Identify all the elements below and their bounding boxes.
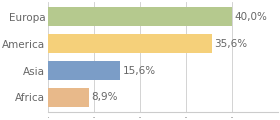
Bar (48, 88, 89, 107)
Text: 40,0%: 40,0% (235, 12, 268, 22)
Text: 8,9%: 8,9% (92, 92, 118, 102)
Text: 15,6%: 15,6% (122, 66, 156, 75)
Bar (48, 7, 232, 26)
Text: 35,6%: 35,6% (214, 39, 248, 49)
Bar (48, 34, 212, 53)
Bar (48, 61, 120, 80)
